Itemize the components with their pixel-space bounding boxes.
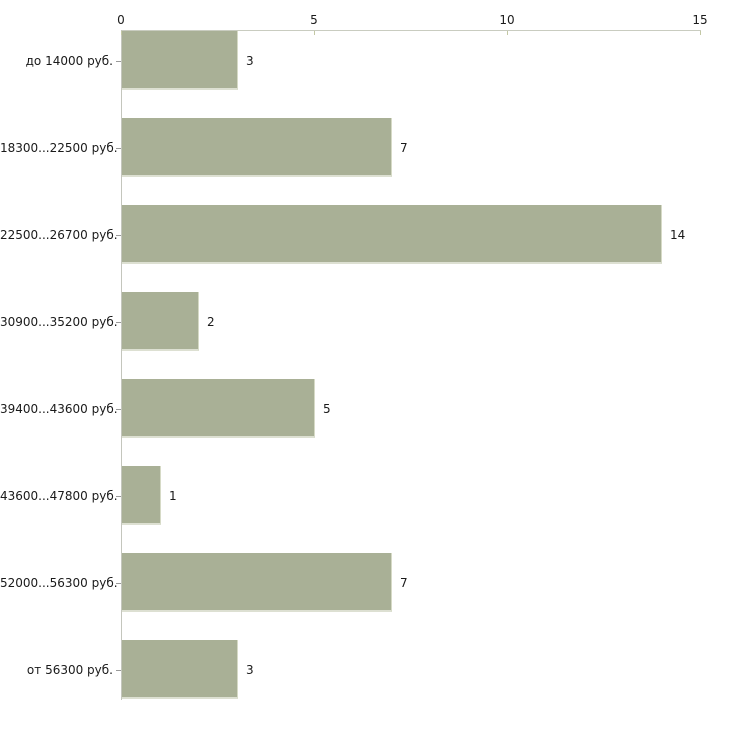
x-tick-label: 15 <box>692 13 708 27</box>
y-tick-mark <box>116 496 121 497</box>
x-tick-mark <box>700 31 701 35</box>
bar <box>122 31 238 90</box>
x-tick-label: 10 <box>499 13 515 27</box>
category-label: до 14000 руб. <box>25 54 113 68</box>
bar <box>122 118 392 177</box>
y-tick-mark <box>116 670 121 671</box>
y-tick-mark <box>116 322 121 323</box>
bar <box>122 379 315 438</box>
x-tick-label: 5 <box>310 13 318 27</box>
x-tick-label: 0 <box>117 13 125 27</box>
x-axis-line <box>121 30 701 31</box>
value-label: 14 <box>670 228 686 242</box>
y-tick-mark <box>116 61 121 62</box>
category-label: 18300...22500 руб. <box>0 141 118 155</box>
x-tick-mark <box>121 31 122 35</box>
category-label: 39400...43600 руб. <box>0 402 118 416</box>
category-label: 30900...35200 руб. <box>0 315 118 329</box>
y-tick-mark <box>116 148 121 149</box>
bar <box>122 205 662 264</box>
value-label: 3 <box>246 54 254 68</box>
category-label: 43600...47800 руб. <box>0 489 118 503</box>
y-axis-line <box>121 30 122 700</box>
y-tick-mark <box>116 409 121 410</box>
value-label: 7 <box>400 141 408 155</box>
y-tick-mark <box>116 235 121 236</box>
value-label: 1 <box>169 489 177 503</box>
bar <box>122 640 238 699</box>
value-label: 5 <box>323 402 331 416</box>
x-tick-mark <box>507 31 508 35</box>
bar <box>122 466 161 525</box>
value-label: 2 <box>207 315 215 329</box>
bar <box>122 553 392 612</box>
value-label: 7 <box>400 576 408 590</box>
bar <box>122 292 199 351</box>
x-tick-mark <box>314 31 315 35</box>
category-label: 52000...56300 руб. <box>0 576 118 590</box>
value-label: 3 <box>246 663 254 677</box>
category-label: 22500...26700 руб. <box>0 228 118 242</box>
category-label: от 56300 руб. <box>26 663 113 677</box>
y-tick-mark <box>116 583 121 584</box>
